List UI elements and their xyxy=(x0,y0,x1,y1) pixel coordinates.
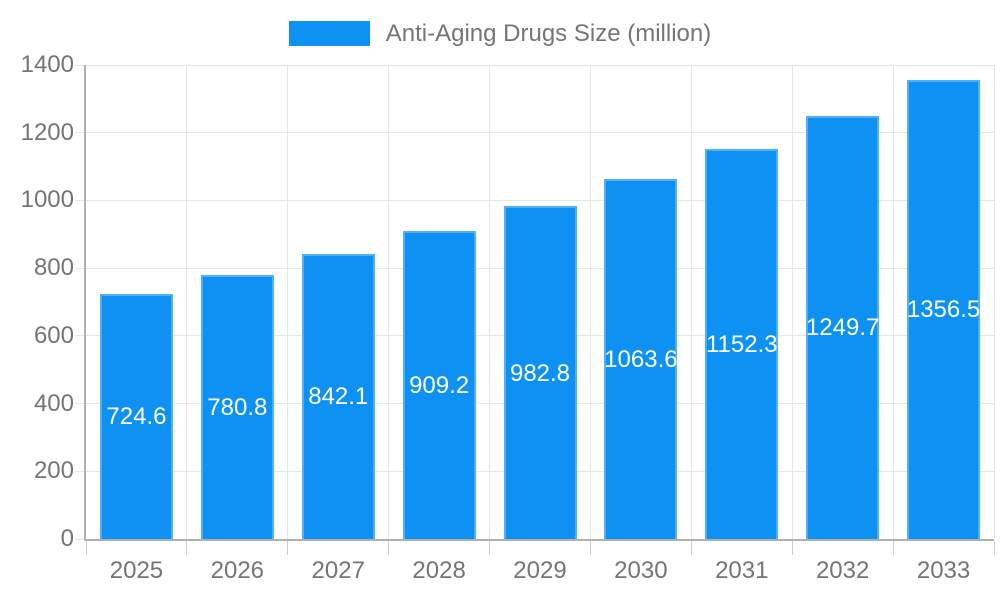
v-gridline xyxy=(287,65,289,539)
v-gridline xyxy=(690,65,692,539)
y-axis-tick xyxy=(75,267,84,269)
y-tick-label: 1400 xyxy=(20,51,74,78)
bar-value-label: 724.6 xyxy=(106,403,167,431)
x-axis-tick xyxy=(791,541,793,555)
bar[interactable]: 780.8 xyxy=(200,274,274,539)
y-tick-label: 800 xyxy=(33,254,74,282)
y-axis-tick xyxy=(75,470,84,472)
plot-area: 0 200 400 600 800 1000 1200 1400 724.6 2025 780.8 2… xyxy=(21,53,995,583)
bar-value-label: 1152.3 xyxy=(705,330,778,358)
y-tick-label: 0 xyxy=(60,525,74,552)
legend: Anti-Aging Drugs Size (million) xyxy=(0,21,1000,46)
x-tick-label: 2028 xyxy=(412,557,466,584)
v-gridline xyxy=(489,65,491,539)
v-gridline xyxy=(892,65,894,539)
h-gridline xyxy=(86,64,994,66)
x-axis-line xyxy=(84,539,994,541)
bar[interactable]: 1249.7 xyxy=(805,115,880,539)
y-axis-tick xyxy=(75,199,84,201)
bar-value-label: 780.8 xyxy=(207,393,268,421)
y-axis-tick xyxy=(75,132,84,134)
x-axis-tick xyxy=(186,541,188,555)
x-axis-tick xyxy=(690,541,692,555)
x-axis-tick xyxy=(589,541,591,555)
x-axis-tick xyxy=(892,541,894,555)
bar-value-label: 1356.5 xyxy=(906,296,981,324)
x-axis-tick xyxy=(993,541,995,555)
x-tick-label: 2026 xyxy=(210,557,265,584)
y-tick-label: 1200 xyxy=(20,118,74,146)
h-gridline xyxy=(86,199,994,201)
x-axis-tick xyxy=(388,541,390,555)
x-tick-label: 2029 xyxy=(513,557,567,584)
bar-value-label: 909.2 xyxy=(409,372,470,400)
y-axis-line xyxy=(84,65,86,541)
x-tick-label: 2030 xyxy=(614,557,668,584)
y-axis-tick xyxy=(75,335,84,337)
legend-swatch-icon xyxy=(288,21,370,46)
bar[interactable]: 724.6 xyxy=(99,293,173,539)
y-tick-label: 200 xyxy=(33,457,74,485)
h-gridline xyxy=(86,132,994,134)
y-tick-label: 400 xyxy=(33,389,74,417)
bar[interactable]: 842.1 xyxy=(301,253,375,539)
v-gridline xyxy=(388,65,390,539)
y-axis-tick xyxy=(75,64,84,66)
x-axis-tick xyxy=(287,541,289,555)
x-tick-label: 2033 xyxy=(916,557,971,584)
x-axis-tick xyxy=(85,541,87,555)
y-axis-tick xyxy=(75,403,84,405)
bar[interactable]: 982.8 xyxy=(503,206,577,539)
y-axis-tick xyxy=(75,538,84,540)
v-gridline xyxy=(589,65,591,539)
v-gridline xyxy=(791,65,793,539)
bar-value-label: 1063.6 xyxy=(604,345,678,373)
bar-value-label: 842.1 xyxy=(308,383,369,411)
bar-value-label: 1249.7 xyxy=(805,314,880,342)
x-tick-label: 2025 xyxy=(109,557,164,584)
legend-item[interactable]: Anti-Aging Drugs Size (million) xyxy=(288,19,712,47)
x-tick-label: 2031 xyxy=(715,557,769,584)
legend-label: Anti-Aging Drugs Size (million) xyxy=(385,19,712,47)
y-tick-label: 600 xyxy=(33,321,74,349)
bar[interactable]: 1152.3 xyxy=(705,148,779,539)
v-gridline xyxy=(993,65,995,539)
x-tick-label: 2027 xyxy=(311,557,365,584)
bar[interactable]: 1063.6 xyxy=(604,178,678,539)
bar[interactable]: 909.2 xyxy=(402,231,476,539)
bar-value-label: 982.8 xyxy=(509,359,571,387)
x-tick-label: 2032 xyxy=(815,557,870,584)
y-tick-label: 1000 xyxy=(20,186,74,214)
v-gridline xyxy=(186,65,188,539)
x-axis-tick xyxy=(489,541,491,555)
bar[interactable]: 1356.5 xyxy=(906,79,981,539)
